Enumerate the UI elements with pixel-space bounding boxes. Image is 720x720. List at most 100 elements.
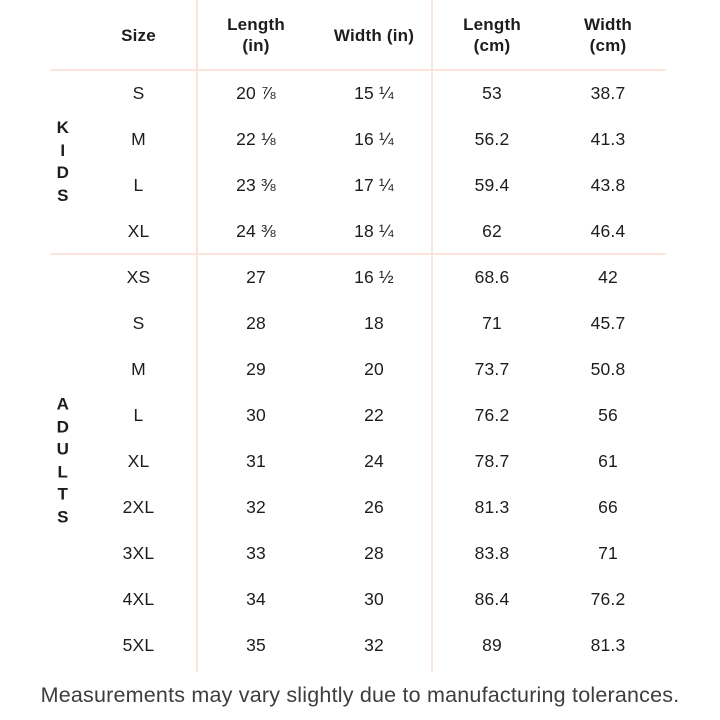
width-in-cell: 30 xyxy=(364,588,384,609)
size-cell: L xyxy=(133,404,144,425)
size-cell: XL xyxy=(127,220,150,241)
kids-adults-divider-line xyxy=(50,253,666,255)
width-in-cell: 18 xyxy=(364,312,384,333)
length-cm-cell: 83.8 xyxy=(474,542,510,563)
length-cm-cell: 71 xyxy=(482,312,502,333)
length-in-cell: 22 ⅛ xyxy=(236,128,276,149)
column-divider-right xyxy=(431,0,433,672)
width-in-cell: 28 xyxy=(364,542,384,563)
section-kids: K I D S S 20 ⅞ 15 ¼ 53 38.7 M 22 ⅛ 16 ¼ 56.2 41.3 L… xyxy=(0,70,720,254)
size-cell: M xyxy=(131,358,146,379)
column-divider-left xyxy=(196,0,198,672)
length-in-cell: 27 xyxy=(246,266,266,287)
length-cm-cell: 89 xyxy=(482,634,502,655)
length-cm-cell: 81.3 xyxy=(474,496,510,517)
header-length-in: Length (in) xyxy=(197,14,315,56)
header-length-cm-line: Length xyxy=(463,15,521,34)
width-cm-cell: 66 xyxy=(598,496,618,517)
table-row: 3XL 33 28 83.8 71 xyxy=(0,530,720,576)
table-row: S 28 18 71 45.7 xyxy=(0,300,720,346)
width-in-cell: 20 xyxy=(364,358,384,379)
width-cm-cell: 45.7 xyxy=(590,312,626,333)
table-body: K I D S S 20 ⅞ 15 ¼ 53 38.7 M 22 ⅛ 16 ¼ 56.2 41.3 L… xyxy=(0,70,720,668)
length-cm-cell: 73.7 xyxy=(474,358,510,379)
table-header-row: Size Length (in) Width (in) Length (cm) … xyxy=(0,0,720,70)
width-in-cell: 26 xyxy=(364,496,384,517)
tolerance-note: Measurements may vary slightly due to ma… xyxy=(40,683,680,707)
table-row: L 23 ⅜ 17 ¼ 59.4 43.8 xyxy=(0,162,720,208)
size-cell: M xyxy=(131,128,146,149)
length-cm-cell: 76.2 xyxy=(474,404,510,425)
length-cm-cell: 78.7 xyxy=(474,450,510,471)
width-cm-cell: 71 xyxy=(598,542,618,563)
width-in-cell: 32 xyxy=(364,634,384,655)
header-width-in-line: Width (in) xyxy=(333,25,415,45)
length-cm-cell: 53 xyxy=(482,82,502,103)
width-in-cell: 15 ¼ xyxy=(354,82,394,103)
length-cm-cell: 68.6 xyxy=(474,266,510,287)
table-row: 2XL 32 26 81.3 66 xyxy=(0,484,720,530)
table-row: XL 24 ⅜ 18 ¼ 62 46.4 xyxy=(0,208,720,254)
table-row: XS 27 16 ½ 68.6 42 xyxy=(0,254,720,300)
header-width-cm-line: Width xyxy=(583,15,633,34)
length-cm-cell: 59.4 xyxy=(474,174,510,195)
size-cell: S xyxy=(132,312,145,333)
header-length-in-line: Length xyxy=(227,15,285,34)
length-in-cell: 31 xyxy=(246,450,266,471)
width-cm-cell: 56 xyxy=(598,404,618,425)
length-in-cell: 20 ⅞ xyxy=(236,82,276,103)
size-cell: 4XL xyxy=(122,588,155,609)
size-cell: XS xyxy=(126,266,151,287)
group-label-adults: A D U L T S xyxy=(56,394,70,527)
width-in-cell: 22 xyxy=(364,404,384,425)
section-adults: A D U L T S XS 27 16 ½ 68.6 42 S 28 18 71 45.7 M 29 2… xyxy=(0,254,720,668)
length-in-cell: 33 xyxy=(246,542,266,563)
size-cell: XL xyxy=(127,450,150,471)
table-row: XL 31 24 78.7 61 xyxy=(0,438,720,484)
length-in-cell: 34 xyxy=(246,588,266,609)
header-length-cm-line2: (cm) xyxy=(473,36,511,55)
table-row: 4XL 34 30 86.4 76.2 xyxy=(0,576,720,622)
header-size: Size xyxy=(80,25,197,46)
width-cm-cell: 61 xyxy=(598,450,618,471)
width-in-cell: 17 ¼ xyxy=(354,174,394,195)
width-cm-cell: 38.7 xyxy=(590,82,626,103)
width-cm-cell: 46.4 xyxy=(590,220,626,241)
width-cm-cell: 76.2 xyxy=(590,588,626,609)
size-cell: L xyxy=(133,174,144,195)
table-row: 5XL 35 32 89 81.3 xyxy=(0,622,720,668)
length-cm-cell: 56.2 xyxy=(474,128,510,149)
length-cm-cell: 86.4 xyxy=(474,588,510,609)
header-width-cm-line2: (cm) xyxy=(589,36,627,55)
table-row: S 20 ⅞ 15 ¼ 53 38.7 xyxy=(0,70,720,116)
size-cell: S xyxy=(132,82,145,103)
length-in-cell: 23 ⅜ xyxy=(236,174,276,195)
table-row: M 22 ⅛ 16 ¼ 56.2 41.3 xyxy=(0,116,720,162)
length-in-cell: 30 xyxy=(246,404,266,425)
group-label-kids: K I D S xyxy=(56,118,70,205)
length-in-cell: 29 xyxy=(246,358,266,379)
header-width-in: Width (in) xyxy=(315,25,433,46)
width-in-cell: 16 ¼ xyxy=(354,128,394,149)
table-row: L 30 22 76.2 56 xyxy=(0,392,720,438)
table-row: M 29 20 73.7 50.8 xyxy=(0,346,720,392)
length-in-cell: 24 ⅜ xyxy=(236,220,276,241)
header-size-line: Size xyxy=(121,25,156,45)
width-in-cell: 24 xyxy=(364,450,384,471)
length-cm-cell: 62 xyxy=(482,220,502,241)
size-cell: 3XL xyxy=(122,542,155,563)
size-cell: 2XL xyxy=(122,496,155,517)
length-in-cell: 35 xyxy=(246,634,266,655)
width-in-cell: 18 ¼ xyxy=(354,220,394,241)
header-width-cm: Width (cm) xyxy=(551,14,665,56)
width-cm-cell: 43.8 xyxy=(590,174,626,195)
length-in-cell: 32 xyxy=(246,496,266,517)
size-cell: 5XL xyxy=(122,634,155,655)
width-cm-cell: 41.3 xyxy=(590,128,626,149)
header-length-in-line2: (in) xyxy=(242,36,270,55)
width-cm-cell: 50.8 xyxy=(590,358,626,379)
width-cm-cell: 42 xyxy=(598,266,618,287)
header-divider-line xyxy=(50,69,666,71)
header-length-cm: Length (cm) xyxy=(433,14,551,56)
